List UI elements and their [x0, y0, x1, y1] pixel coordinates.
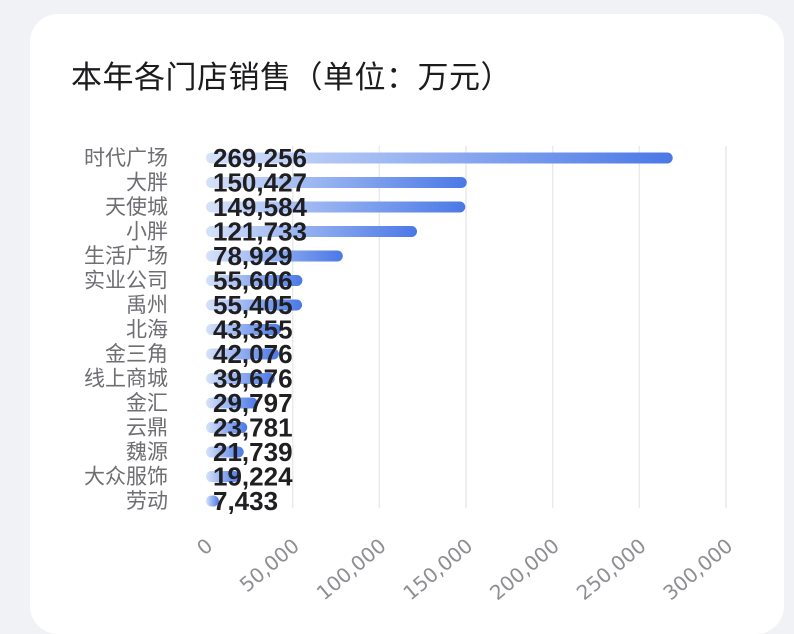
- tick-label: 150,000: [398, 533, 477, 605]
- data-label: 149,584: [213, 192, 308, 222]
- bar: [206, 348, 279, 360]
- tick-label: 100,000: [312, 533, 391, 605]
- category-label: 大胖: [126, 171, 168, 195]
- category-label: 金三角: [105, 342, 168, 366]
- bar: [206, 471, 240, 482]
- data-label: 121,733: [213, 217, 307, 247]
- data-label: 42,076: [213, 339, 293, 369]
- category-label: 劳动: [126, 489, 168, 513]
- category-label: 北海: [126, 318, 168, 342]
- category-label: 大众服饰: [84, 465, 168, 489]
- tick-label: 300,000: [658, 533, 737, 605]
- category-label: 禹州: [126, 293, 168, 317]
- bar: [206, 275, 303, 286]
- data-label: 29,797: [213, 388, 293, 418]
- category-label: 云鼎: [126, 416, 168, 440]
- category-label: 天使城: [105, 195, 168, 219]
- bar: [206, 152, 673, 164]
- chart-title: 本年各门店销售（单位：万元）: [71, 60, 512, 96]
- bar: [206, 373, 275, 384]
- bar: [206, 495, 219, 507]
- tick-label: 50,000: [235, 533, 304, 596]
- category-label: 时代广场: [84, 146, 168, 170]
- tick-label: 250,000: [572, 533, 651, 605]
- grid-lines: [291, 146, 727, 508]
- category-labels: 时代广场大胖天使城小胖生活广场实业公司禹州北海金三角线上商城金汇云鼎魏源大众服饰…: [84, 146, 168, 513]
- category-label: 生活广场: [84, 244, 168, 268]
- bar: [206, 422, 248, 433]
- data-label: 21,739: [213, 437, 293, 467]
- value-labels: 269,256150,427149,584121,73378,92955,606…: [213, 143, 308, 516]
- data-label: 7,433: [213, 486, 278, 516]
- data-label: 78,929: [213, 241, 293, 271]
- bar-chart: 269,256150,427149,584121,73378,92955,606…: [84, 143, 737, 605]
- bar: [206, 226, 418, 237]
- bar: [206, 324, 282, 335]
- category-label: 魏源: [126, 440, 168, 464]
- tick-label: 200,000: [485, 533, 564, 605]
- x-axis-ticks: 0 50,000 100,000 150,000 200,000 250,000 300,0…: [192, 533, 737, 605]
- data-label: 23,781: [213, 413, 293, 443]
- bar: [206, 446, 244, 458]
- data-label: 19,224: [213, 462, 293, 492]
- bar: [206, 299, 303, 311]
- category-label: 实业公司: [84, 269, 168, 293]
- category-label: 线上商城: [84, 367, 168, 391]
- category-label: 金汇: [126, 391, 168, 415]
- bar: [206, 250, 343, 262]
- data-label: 55,606: [213, 266, 293, 296]
- data-label: 269,256: [213, 143, 307, 173]
- chart-card: [30, 14, 784, 634]
- data-label: 43,355: [213, 315, 293, 345]
- category-label: 小胖: [126, 220, 168, 244]
- bar: [206, 177, 467, 188]
- bars: [206, 152, 673, 507]
- bar: [206, 201, 466, 213]
- tick-label: 0: [192, 533, 217, 560]
- bar: [206, 397, 258, 409]
- data-label: 150,427: [213, 168, 307, 198]
- data-label: 39,676: [213, 364, 293, 394]
- data-label: 55,405: [213, 290, 293, 320]
